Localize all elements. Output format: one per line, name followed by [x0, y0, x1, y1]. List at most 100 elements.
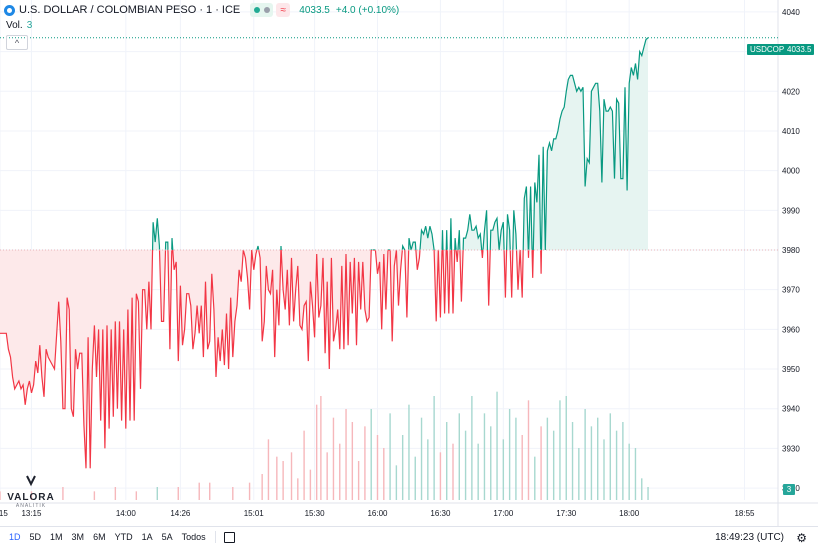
range-1m-button[interactable]: 1M	[50, 532, 63, 542]
y-tick-label: 3950	[782, 365, 800, 374]
chart-legend: U.S. DOLLAR / COLOMBIAN PESO · 1 · ICE ≈…	[4, 3, 399, 17]
volume-bar	[315, 404, 318, 500]
watermark-name: VALORA	[7, 492, 55, 503]
x-tick-label: 16:30	[430, 509, 451, 518]
volume-bar	[571, 422, 574, 500]
volume-bar	[389, 413, 391, 500]
volume-bar	[383, 448, 385, 500]
volume-bar	[496, 391, 498, 500]
volume-bar	[559, 400, 561, 500]
volume-bar	[552, 430, 555, 500]
x-tick-label: 15:01	[244, 509, 265, 518]
range-1a-button[interactable]: 1A	[141, 532, 153, 542]
market-closed-dot-icon	[263, 7, 270, 13]
range-6m-button[interactable]: 6M	[93, 532, 106, 542]
y-tick-label: 4040	[782, 8, 800, 17]
range-5a-button[interactable]: 5A	[161, 532, 173, 542]
volume-bar	[452, 443, 454, 500]
volume-bar	[483, 413, 486, 500]
volume-bar	[357, 461, 360, 500]
price-change: +4.0 (+0.10%)	[335, 4, 400, 16]
range-1d-button[interactable]: 1D	[9, 532, 21, 542]
volume-bar	[364, 426, 366, 500]
volume-bar	[345, 409, 347, 500]
range-todos-button[interactable]: Todos	[181, 532, 206, 542]
watermark-chevron-icon	[26, 475, 36, 487]
volume-bar	[590, 426, 593, 500]
volume-bar	[584, 409, 586, 500]
volume-value: 3	[26, 20, 33, 31]
y-tick-label: 4010	[782, 127, 800, 136]
volume-bar	[290, 452, 293, 500]
volume-bar	[309, 469, 312, 500]
volume-bar	[597, 417, 599, 500]
x-tick-label: 18:00	[619, 509, 640, 518]
volume-bar	[647, 487, 649, 500]
price-chart[interactable]: 3920393039403950396039703980399040004010…	[0, 0, 818, 526]
volume-bar	[376, 435, 379, 500]
symbol-flag-icon	[4, 4, 15, 16]
range-5d-button[interactable]: 5D	[29, 532, 42, 542]
volume-bar	[414, 456, 416, 500]
delayed-data-icon[interactable]: ≈	[276, 3, 291, 17]
volume-bar	[135, 491, 138, 500]
volume-bar	[540, 426, 542, 500]
volume-bar	[282, 461, 284, 500]
volume-bar	[458, 413, 460, 500]
volume-tag: 3	[783, 484, 795, 495]
volume-bar	[615, 430, 618, 500]
x-tick-label: 14:00	[116, 509, 137, 518]
volume-bar	[351, 422, 354, 500]
volume-bar	[156, 487, 158, 500]
bottom-toolbar: 1D 5D 1M 3M 6M YTD 1A 5A Todos 18:49:23 …	[0, 526, 818, 547]
volume-bar	[93, 491, 96, 500]
gear-icon[interactable]: ⚙	[796, 531, 807, 545]
volume-bar	[546, 417, 549, 500]
volume-bar	[527, 400, 530, 500]
volume-bar	[177, 487, 179, 500]
volume-bar	[303, 430, 305, 500]
volume-bar	[609, 413, 611, 500]
volume-bar	[261, 474, 263, 500]
area-fill-down	[0, 250, 648, 469]
symbol-title[interactable]: U.S. DOLLAR / COLOMBIAN PESO · 1 · ICE	[19, 4, 241, 16]
last-price-tag: 4033.5	[784, 44, 815, 55]
volume-bar	[490, 426, 492, 500]
valora-watermark-logo: VALORA ANALITIK	[5, 474, 57, 509]
volume-bar	[320, 396, 322, 500]
volume-bar	[565, 396, 567, 500]
x-tick-label: 15:30	[305, 509, 326, 518]
x-tick-label: 3:15	[0, 509, 8, 518]
volume-label: Vol.	[6, 20, 23, 31]
volume-bar	[326, 452, 328, 500]
volume-bar	[232, 487, 234, 500]
y-tick-label: 3990	[782, 206, 800, 215]
volume-bar	[446, 422, 448, 500]
calendar-icon[interactable]	[223, 531, 235, 543]
y-tick-label: 3930	[782, 444, 800, 453]
volume-bar	[395, 465, 398, 500]
utc-clock[interactable]: 18:49:23 (UTC)	[715, 532, 784, 543]
volume-bar	[408, 404, 410, 500]
volume-bar	[401, 435, 404, 500]
volume-bar	[628, 443, 630, 500]
volume-bar	[508, 409, 511, 500]
y-tick-label: 4020	[782, 87, 800, 96]
symbol-price-tag: USDCOP	[747, 44, 788, 55]
volume-bar	[114, 487, 117, 500]
collapse-legend-button[interactable]: ^	[6, 35, 28, 50]
volume-bar	[433, 396, 435, 500]
volume-bar	[477, 443, 479, 500]
volume-bar	[534, 456, 536, 500]
range-ytd-button[interactable]: YTD	[114, 532, 133, 542]
volume-bar	[603, 439, 605, 500]
market-status-pill[interactable]	[250, 3, 274, 17]
volume-bar	[427, 439, 429, 500]
last-price-tag-value: 4033.5	[787, 45, 812, 54]
volume-bar	[471, 396, 473, 500]
symbol-tag-label: USDCOP	[750, 45, 785, 54]
y-tick-label: 3970	[782, 286, 800, 295]
y-tick-label: 4000	[782, 167, 800, 176]
range-3m-button[interactable]: 3M	[71, 532, 85, 542]
volume-bar	[634, 448, 637, 500]
